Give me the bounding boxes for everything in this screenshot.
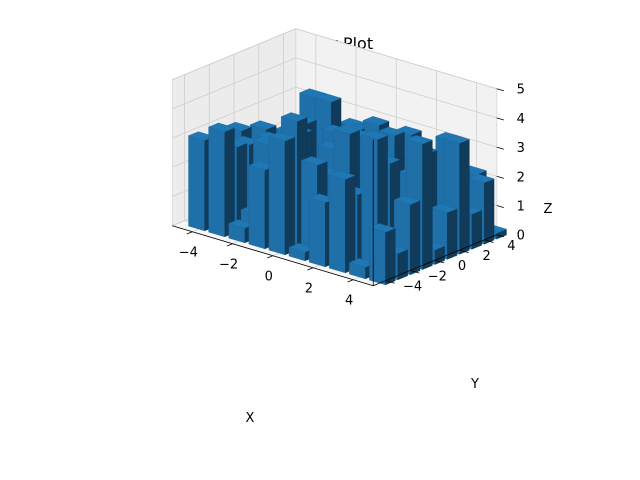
y-tick-mark bbox=[484, 239, 494, 243]
z-tick-label: 4 bbox=[517, 112, 525, 127]
z-tick-mark bbox=[496, 117, 504, 121]
z-tick-label: 1 bbox=[517, 200, 525, 215]
bar-front-face bbox=[308, 197, 326, 268]
x-tick-mark bbox=[307, 267, 314, 271]
x-axis-label: X bbox=[246, 411, 255, 426]
bar-side-face bbox=[422, 139, 433, 270]
x-tick-mark bbox=[347, 279, 354, 283]
bar-top-face bbox=[362, 116, 390, 126]
y-tick-label: −4 bbox=[403, 280, 422, 295]
bar-top-face bbox=[249, 120, 277, 130]
x-tick-mark bbox=[267, 255, 273, 259]
bar-top-face bbox=[208, 122, 235, 132]
x-tick-mark bbox=[226, 243, 233, 247]
bar-front-face bbox=[369, 227, 386, 286]
bar-top-face bbox=[225, 121, 252, 132]
bar-side-face bbox=[224, 127, 235, 238]
bar-top-face bbox=[268, 132, 296, 142]
bar-top-face bbox=[395, 125, 422, 136]
bar-top-face bbox=[405, 135, 433, 145]
bar-top-face bbox=[430, 203, 458, 213]
z-tick-mark bbox=[496, 234, 504, 238]
bar-front-face bbox=[329, 174, 346, 274]
bar-front-face bbox=[208, 126, 225, 238]
bar-top-face bbox=[378, 126, 405, 136]
bars bbox=[188, 88, 507, 286]
bar-front-face bbox=[268, 136, 286, 256]
bar-side-face bbox=[471, 209, 482, 250]
z-axis-label: Z bbox=[544, 202, 553, 217]
z-tick-label: 5 bbox=[517, 83, 525, 98]
y-tick-label: 2 bbox=[483, 249, 491, 264]
bar-side-face bbox=[345, 175, 356, 274]
y-tick-label: 4 bbox=[507, 239, 515, 254]
bar bbox=[208, 122, 235, 238]
y-tick-mark bbox=[434, 259, 445, 264]
grid-left-z bbox=[172, 86, 296, 139]
y-tick-label: −2 bbox=[428, 269, 447, 284]
z-tick-mark bbox=[496, 88, 504, 92]
bar-top-face bbox=[280, 112, 308, 122]
x-tick-label: 2 bbox=[305, 282, 313, 297]
bar-top-face bbox=[467, 173, 495, 183]
bar-top-face bbox=[300, 156, 328, 166]
z-tick-mark bbox=[496, 205, 504, 208]
x-tick-label: 0 bbox=[265, 270, 273, 285]
y-tick-mark bbox=[410, 270, 420, 274]
bar bbox=[268, 132, 296, 256]
bar bbox=[328, 170, 356, 274]
grid-left-z bbox=[172, 57, 296, 110]
z-tick-mark bbox=[496, 175, 504, 179]
bar-front-face bbox=[188, 135, 205, 232]
bar-side-face bbox=[484, 178, 495, 245]
x-tick-label: 4 bbox=[345, 294, 353, 309]
y-tick-label: 0 bbox=[458, 259, 466, 274]
bar-front-face bbox=[248, 165, 266, 250]
bar-top-face bbox=[361, 130, 389, 140]
y-tick-mark bbox=[459, 249, 469, 254]
y-axis-label: Y bbox=[470, 377, 479, 392]
bar-top-face bbox=[368, 223, 396, 233]
bar-top-face bbox=[443, 134, 470, 144]
axis-lines bbox=[172, 88, 504, 287]
bar-top-face bbox=[328, 170, 356, 180]
x-tick-label: −4 bbox=[179, 246, 198, 261]
bar-side-face bbox=[459, 139, 470, 255]
x-tick-label: −2 bbox=[219, 258, 238, 273]
bar-side-face bbox=[385, 228, 396, 286]
z-tick-label: 2 bbox=[517, 170, 525, 185]
grid-back-z bbox=[295, 57, 497, 119]
bar-top-face bbox=[314, 93, 342, 103]
z-tick-label: 3 bbox=[517, 141, 525, 156]
grid-left-z bbox=[172, 28, 296, 81]
z-tick-label: 0 bbox=[517, 229, 525, 244]
y-tick-mark bbox=[385, 280, 395, 284]
bar-side-face bbox=[410, 200, 421, 276]
grid-back-z bbox=[295, 28, 497, 90]
bar-side-face bbox=[284, 136, 295, 256]
x-tick-mark bbox=[186, 231, 193, 235]
z-tick-mark bbox=[496, 146, 504, 150]
bar-top-face bbox=[333, 125, 361, 135]
bar-top-face bbox=[393, 195, 421, 205]
